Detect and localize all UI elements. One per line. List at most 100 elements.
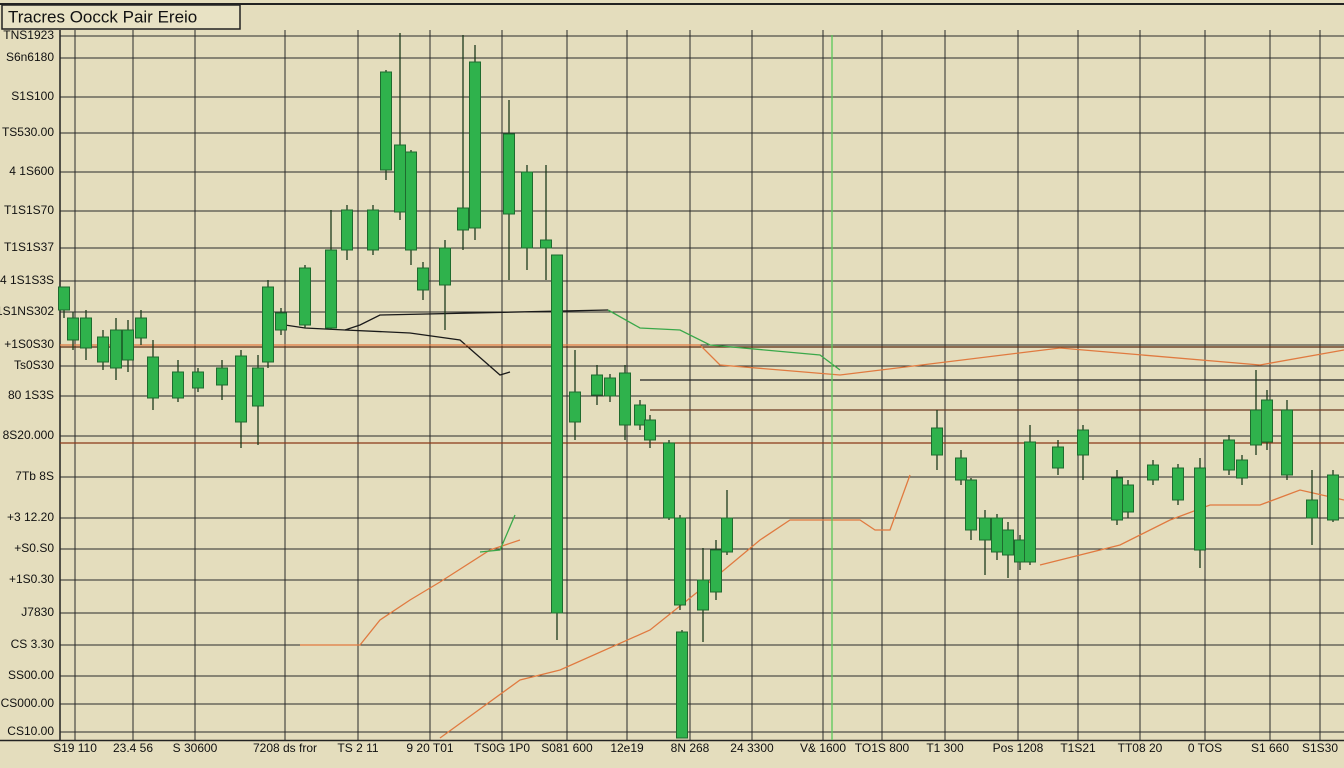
candle-body	[252, 367, 264, 407]
y-tick-label: 4 1S600	[9, 164, 54, 178]
indicator-line	[479, 514, 516, 553]
candle-body	[551, 254, 563, 614]
y-tick-label: CS000.00	[1, 696, 55, 710]
candle-body	[674, 517, 686, 606]
y-tick-label: S1S100	[11, 89, 54, 103]
candle-body	[405, 151, 417, 251]
candle-body	[262, 286, 274, 363]
candle-body	[1014, 539, 1026, 563]
indicator-line	[344, 329, 511, 376]
x-tick-label: 24 3300	[730, 741, 774, 755]
candle-body	[1111, 477, 1123, 521]
candle-body	[965, 479, 977, 531]
candle-body	[275, 312, 287, 331]
indicator-line	[1039, 489, 1344, 566]
candle-body	[439, 247, 451, 286]
x-tick-label: T1S21	[1060, 741, 1096, 755]
candle-body	[1250, 409, 1262, 446]
y-tick-label: +1S0.30	[9, 572, 54, 586]
y-tick-label: +S0.S0	[14, 541, 54, 555]
candle-body	[80, 317, 92, 349]
chart-title: Tracres Oocck Pair Ereio	[8, 7, 197, 26]
x-tick-label: TO1S 800	[855, 741, 910, 755]
y-tick-label: 4 1S1S3S	[0, 273, 54, 287]
indicator-line	[439, 474, 911, 739]
y-tick-label: S6n6180	[6, 50, 54, 64]
candle-body	[469, 61, 481, 229]
candle-body	[1327, 474, 1339, 521]
y-tick-label: T1S1S70	[4, 203, 54, 217]
candle-body	[1172, 467, 1184, 501]
candle-body	[1261, 399, 1273, 443]
candle-body	[676, 631, 688, 739]
candle-body	[216, 367, 228, 386]
x-tick-label: S19 110	[53, 741, 97, 755]
candle-body	[521, 171, 533, 249]
candle-body	[1024, 441, 1036, 563]
y-tick-label: 80 1S3S	[8, 388, 54, 402]
x-tick-label: TS0G 1P0	[474, 741, 530, 755]
candle-body	[97, 336, 109, 363]
x-tick-label: 23.4 56	[113, 741, 153, 755]
x-tick-label: 12e19	[610, 741, 644, 755]
x-tick-label: V& 1600	[800, 741, 846, 755]
y-tick-label: Ts0S30	[14, 358, 54, 372]
candle-body	[367, 209, 379, 251]
candle-body	[1281, 409, 1293, 476]
candle-body	[644, 419, 656, 441]
y-tick-label: 8S20.000	[3, 428, 55, 442]
indicator-line	[607, 309, 841, 371]
y-tick-label: T1S1S37	[4, 240, 54, 254]
candle-body	[1223, 439, 1235, 471]
candle-body	[122, 329, 134, 361]
candle-body	[663, 442, 675, 519]
candle-body	[380, 71, 392, 171]
y-tick-label: +1S0S30	[4, 337, 54, 351]
x-tick-label: 8N 268	[671, 741, 710, 755]
candle-body	[341, 209, 353, 251]
candle-body	[58, 286, 70, 311]
candle-body	[172, 371, 184, 399]
candle-body	[1306, 499, 1318, 519]
y-tick-label: +3 12.20	[7, 510, 54, 524]
x-tick-label: TT08 20	[1118, 741, 1163, 755]
candle-body	[1236, 459, 1248, 479]
candle-body	[394, 144, 406, 213]
candle-body	[1077, 429, 1089, 456]
candle-body	[135, 317, 147, 339]
x-tick-label: 0 TOS	[1188, 741, 1222, 755]
candle-body	[299, 267, 311, 326]
x-tick-label: S081 600	[541, 741, 593, 755]
candle-body	[710, 549, 722, 593]
candle-body	[991, 517, 1003, 553]
x-tick-label: Pos 1208	[993, 741, 1044, 755]
y-tick-label: CS10.00	[7, 724, 54, 738]
y-tick-label: 7Tb 8S	[15, 469, 54, 483]
indicator-line	[60, 344, 1344, 376]
candle-body	[591, 374, 603, 396]
candle-body	[955, 457, 967, 481]
candle-body	[721, 517, 733, 553]
candle-body	[1002, 529, 1014, 556]
candle-body	[697, 579, 709, 611]
candle-body	[503, 133, 515, 215]
indicator-line	[284, 309, 609, 331]
x-tick-label: 7208 ds fror	[253, 741, 317, 755]
x-tick-label: 9 20 T01	[406, 741, 453, 755]
candle-body	[192, 371, 204, 389]
x-tick-label: S 30600	[173, 741, 218, 755]
candle-body	[417, 267, 429, 291]
y-tick-label: J7830	[21, 605, 54, 619]
candle-body	[1194, 467, 1206, 551]
y-tick-label: CS 3.30	[11, 637, 55, 651]
candle-body	[540, 239, 552, 249]
candle-body	[604, 377, 616, 397]
x-tick-label: S1 660	[1251, 741, 1289, 755]
y-tick-label: SS00.00	[8, 668, 54, 682]
candle-body	[110, 329, 122, 369]
indicator-line	[300, 539, 521, 646]
candle-body	[1147, 464, 1159, 481]
candle-body	[979, 517, 991, 541]
